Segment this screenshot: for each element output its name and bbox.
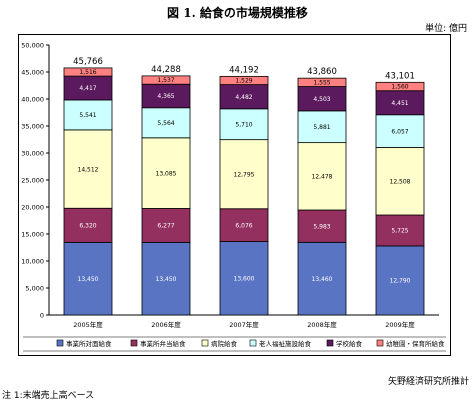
data-label: 4,482: [235, 94, 252, 101]
data-label: 1,529: [235, 78, 252, 85]
bar-segment: [297, 110, 347, 144]
bar-segment: [219, 75, 269, 86]
x-tick-label: 2008年度: [307, 320, 337, 329]
y-tick-label: 20,000: [21, 204, 44, 212]
data-label: 5,881: [313, 124, 330, 131]
bar-segment: [219, 108, 269, 141]
data-label: 6,277: [157, 223, 174, 230]
x-tick-label: 2006年度: [151, 320, 181, 329]
data-label: 12,790: [390, 278, 411, 285]
data-label: 4,451: [391, 100, 408, 107]
data-label: 5,564: [157, 120, 174, 127]
unit-label: 単位: 億円: [425, 24, 467, 34]
legend-label: 病院給食: [211, 339, 238, 348]
bar-segment: [297, 77, 347, 87]
legend-swatch: [201, 339, 209, 347]
legend-swatch: [56, 339, 64, 347]
legend-swatch: [249, 339, 257, 347]
y-tick-label: 25,000: [21, 177, 44, 185]
data-label: 1,537: [157, 77, 174, 84]
bar-segment: [375, 214, 425, 247]
data-label: 6,076: [235, 222, 252, 229]
bar-segment: [63, 129, 113, 209]
y-tick-label: 45,000: [21, 69, 44, 77]
total-label: 44,288: [151, 65, 181, 75]
bar-segment: [375, 245, 425, 316]
data-label: 4,417: [79, 85, 96, 92]
data-label: 5,710: [235, 121, 252, 128]
y-tick-label: 15,000: [21, 231, 44, 239]
total-label: 44,192: [229, 65, 259, 75]
y-tick-label: 50,000: [21, 42, 44, 50]
bar-segment: [219, 139, 269, 210]
data-label: 13,460: [312, 276, 333, 283]
total-label: 45,766: [73, 57, 103, 67]
data-label: 4,365: [157, 93, 174, 100]
y-tick-label: 40,000: [21, 96, 44, 104]
total-label: 43,860: [307, 67, 337, 77]
footnote: 注 1:末端売上高ベース: [2, 391, 95, 401]
legend-label: 幼稚園・保育所給食: [386, 339, 445, 348]
data-label: 5,983: [313, 223, 330, 230]
data-label: 13,450: [78, 276, 99, 283]
legend-label: 事業所弁当給食: [140, 339, 186, 348]
data-label: 6,057: [391, 128, 408, 135]
bar-segment: [63, 241, 113, 316]
bar-segment: [297, 142, 347, 211]
legend-swatch: [376, 339, 384, 347]
data-label: 1,555: [313, 80, 330, 87]
x-tick-label: 2005年度: [73, 320, 103, 329]
bar-segment: [375, 90, 425, 116]
data-label: 5,541: [79, 112, 96, 119]
bar-segment: [141, 75, 191, 85]
data-label: 13,600: [234, 275, 255, 282]
legend-label: 事業所対面給食: [66, 339, 112, 348]
bar-segment: [63, 207, 113, 243]
data-label: 14,512: [78, 166, 99, 173]
stacked-bar-chart: 0 5,000 10,000 15,000 20,000 25,000 30,000 35,0…: [21, 42, 446, 352]
y-tick-label: 35,000: [21, 123, 44, 131]
bar-segment: [219, 208, 269, 242]
y-tick-label: 0: [40, 312, 44, 320]
data-label: 5,725: [391, 228, 408, 235]
y-tick-label: 10,000: [21, 258, 44, 266]
data-label: 12,508: [390, 178, 411, 185]
data-label: 12,478: [312, 174, 333, 181]
legend-label: 学校給食: [336, 339, 363, 348]
data-label: 1,516: [79, 69, 96, 76]
bar-segment: [375, 81, 425, 92]
source-note: 矢野経済研究所推計: [387, 377, 469, 387]
total-label: 43,101: [385, 71, 415, 81]
chart-frame: 0 5,000 10,000 15,000 20,000 25,000 30,000 35,0…: [18, 34, 451, 356]
legend-label: 老人福祉施設給食: [259, 339, 312, 348]
y-tick-label: 30,000: [21, 150, 44, 158]
data-label: 13,450: [156, 276, 177, 283]
chart-title: 図 1. 給食の市場規模推移: [167, 6, 308, 20]
bar-segment: [141, 208, 191, 243]
bar-segment: [219, 241, 269, 316]
legend-swatch: [130, 339, 138, 347]
bar-segment: [141, 107, 191, 139]
data-label: 13,085: [156, 170, 177, 177]
bar-segment: [141, 137, 191, 209]
bar-segment: [219, 84, 269, 110]
bar-segment: [375, 147, 425, 216]
bar-segment: [63, 99, 113, 131]
bar-segment: [63, 67, 113, 77]
legend-swatch: [326, 339, 334, 347]
data-label: 6,320: [79, 223, 96, 230]
bar-segment: [375, 114, 425, 148]
data-label: 4,503: [313, 96, 330, 103]
x-tick-label: 2009年度: [385, 320, 415, 329]
data-label: 12,795: [234, 171, 255, 178]
data-label: 1,560: [391, 84, 408, 91]
x-tick-label: 2007年度: [229, 320, 259, 329]
bar-segment: [297, 209, 347, 243]
y-tick-label: 5,000: [25, 285, 44, 293]
